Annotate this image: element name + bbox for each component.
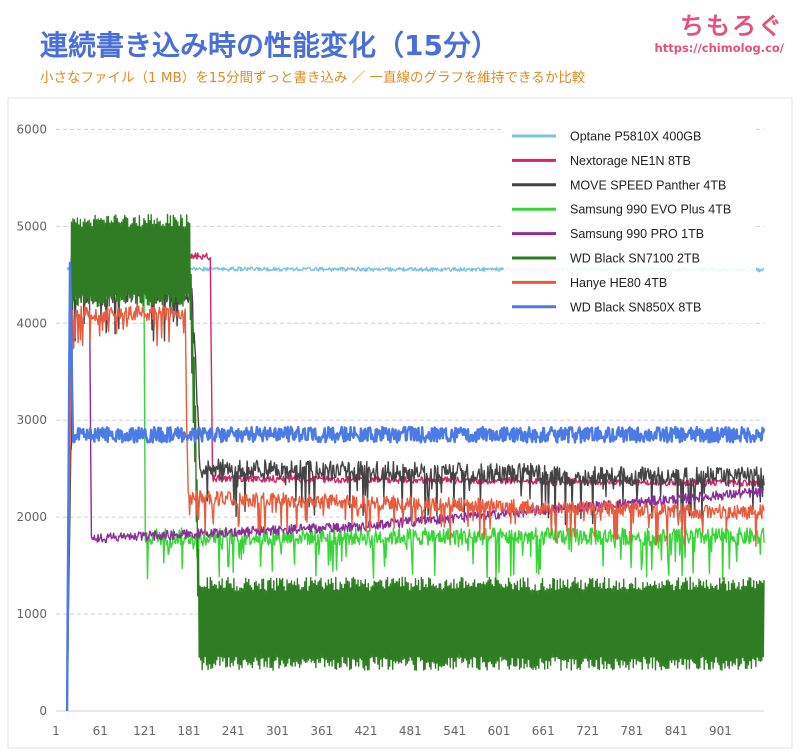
chart-subtitle: 小さなファイル（1 MB）を15分間ずっと書き込み ／ 一直線のグラフを維持でき… [40,70,586,86]
legend-label: WD Black SN850X 8TB [570,300,701,314]
series-line [66,305,765,712]
x-tick-label: 841 [665,724,688,738]
x-tick-label: 301 [266,724,289,738]
x-tick-label: 1 [52,724,60,738]
brand-url: https://chimolog.co/ [654,41,784,55]
x-tick-label: 661 [532,724,555,738]
y-tick-label: 3000 [16,413,47,427]
x-tick-label: 901 [709,724,732,738]
x-tick-label: 541 [443,724,466,738]
series-line [66,255,765,712]
x-tick-label: 781 [620,724,643,738]
legend-background [504,122,756,324]
y-tick-label: 5000 [16,219,47,233]
y-tick-label: 4000 [16,316,47,330]
legend-label: Nextorage NE1N 8TB [570,154,691,168]
y-tick-label: 1000 [16,607,47,621]
x-tick-label: 601 [488,724,511,738]
x-tick-label: 241 [222,724,245,738]
x-tick-label: 181 [177,724,200,738]
legend-label: Optane P5810X 400GB [570,130,701,144]
x-tick-label: 361 [310,724,333,738]
y-tick-label: 6000 [16,122,47,136]
y-tick-label: 0 [39,704,47,718]
y-tick-label: 2000 [16,510,47,524]
legend-label: Samsung 990 PRO 1TB [570,227,704,241]
legend-label: WD Black SN7100 2TB [570,252,700,266]
x-tick-label: 721 [576,724,599,738]
chart-frame [7,97,793,749]
x-tick-label: 61 [93,724,108,738]
x-tick-label: 121 [133,724,156,738]
brand-name: ちもろぐ [680,12,784,40]
legend-label: MOVE SPEED Panther 4TB [570,178,726,192]
legend-label: Samsung 990 EVO Plus 4TB [570,203,731,217]
series-line [66,213,765,712]
x-tick-label: 481 [399,724,422,738]
series-line [65,261,766,712]
brand-logo: ちもろぐ https://chimolog.co/ [655,6,784,55]
x-tick-label: 421 [355,724,378,738]
legend-label: Hanye HE80 4TB [570,276,667,290]
chart-title: 連続書き込み時の性能変化（15分） [40,29,499,62]
